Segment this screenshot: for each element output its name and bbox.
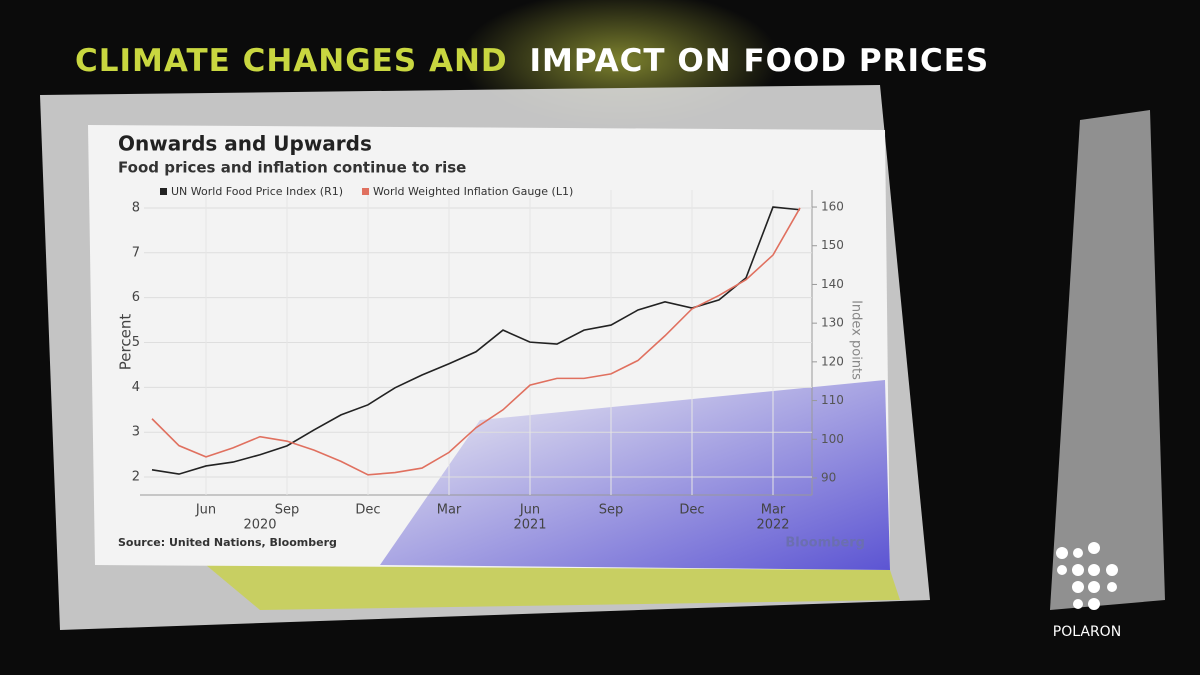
legend-label: UN World Food Price Index (R1): [171, 185, 343, 198]
series-line: [151, 207, 801, 476]
credit: Bloomberg: [785, 536, 865, 551]
torn-paper-right: [1050, 110, 1165, 610]
legend-label: World Weighted Inflation Gauge (L1): [373, 185, 573, 198]
legend-swatch: [362, 188, 370, 195]
y2-tick-label: 150: [821, 238, 844, 252]
headline-rest: IMPACT ON FOOD PRICES: [529, 43, 989, 79]
y-tick-label: 3: [132, 425, 140, 440]
x-tick-label: Jun: [195, 503, 216, 518]
y2-tick-label: 90: [821, 470, 836, 484]
x-year-label: 2021: [513, 518, 546, 533]
y-tick-label: 8: [132, 200, 140, 215]
x-tick-label: Mar: [761, 503, 786, 518]
y2-tick-label: 100: [821, 432, 844, 446]
x-tick-label: Mar: [437, 503, 462, 518]
x-tick-label: Dec: [355, 503, 380, 518]
headline-highlight: CLIMATE CHANGES AND: [75, 43, 508, 79]
y-axis-label: Percent: [117, 314, 135, 371]
x-tick-label: Sep: [275, 503, 300, 518]
brand-name: POLARON: [1053, 624, 1121, 640]
brand-logo: [1056, 542, 1118, 610]
x-tick-label: Jun: [519, 503, 540, 518]
x-year-label: 2020: [243, 518, 276, 533]
y2-tick-label: 120: [821, 354, 844, 368]
headline: CLIMATE CHANGES AND IMPACT ON FOOD PRICE…: [75, 43, 989, 79]
y2-tick-label: 160: [821, 200, 844, 214]
x-tick-label: Dec: [679, 503, 704, 518]
y2-tick-label: 110: [821, 393, 844, 407]
x-year-label: 2022: [756, 518, 789, 533]
y2-tick-label: 140: [821, 277, 844, 291]
chart: Onwards and Upwards Food prices and infla…: [117, 132, 866, 551]
y-tick-label: 4: [132, 380, 140, 395]
y-tick-label: 7: [132, 245, 140, 260]
x-tick-label: Sep: [599, 503, 624, 518]
blue-overlay: [380, 380, 890, 570]
y-tick-label: 5: [132, 335, 140, 350]
legend-swatch: [160, 188, 167, 195]
y2-axis-label: Index points: [849, 300, 864, 380]
y-tick-label: 2: [132, 470, 140, 485]
source: Source: United Nations, Bloomberg: [118, 536, 337, 549]
chart-subtitle: Food prices and inflation continue to ri…: [118, 159, 466, 177]
y2-tick-label: 130: [821, 316, 844, 330]
chart-title: Onwards and Upwards: [118, 132, 372, 156]
y-tick-label: 6: [132, 290, 140, 305]
